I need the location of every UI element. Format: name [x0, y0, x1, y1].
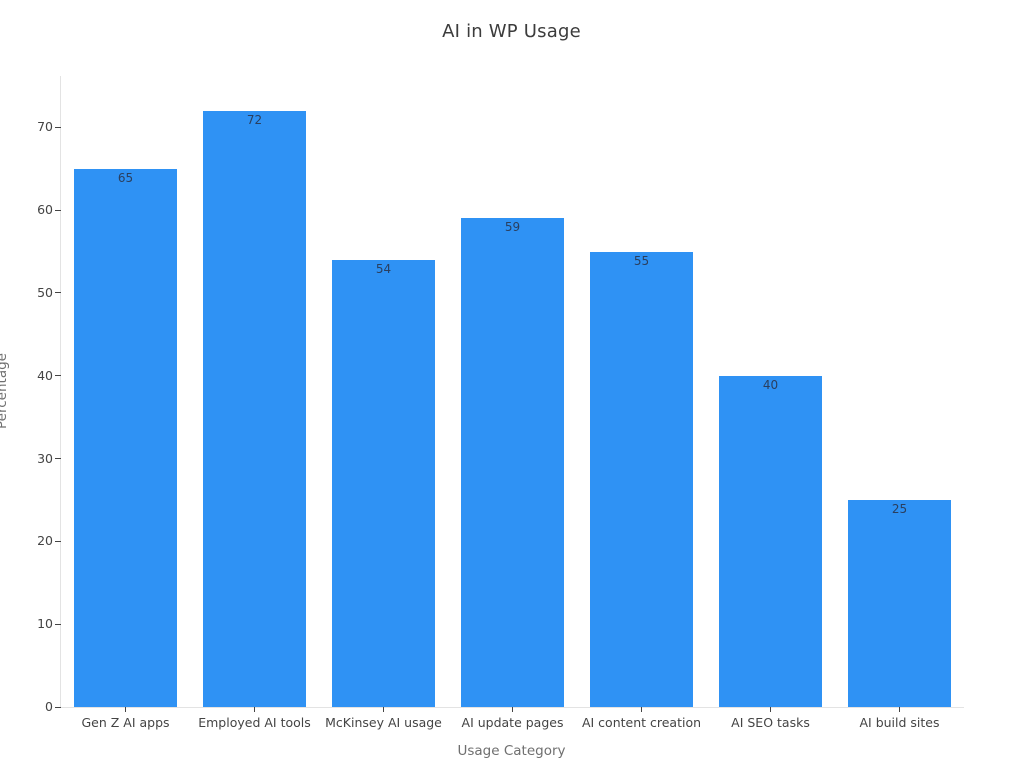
y-tick-mark [55, 292, 61, 294]
x-tick-label: McKinsey AI usage [325, 715, 442, 730]
bar: 65 [73, 168, 178, 707]
bar-value-label: 59 [504, 220, 521, 235]
y-tick-label: 10 [37, 615, 53, 631]
x-tick-mark [641, 707, 642, 712]
bar: 54 [331, 259, 436, 707]
x-tick-label: AI SEO tasks [731, 715, 810, 730]
y-tick-label: 50 [37, 284, 53, 300]
y-tick-label: 60 [37, 201, 53, 217]
bar-value-label: 72 [246, 112, 263, 127]
x-tick-mark [899, 707, 900, 712]
bar-value-label: 54 [375, 261, 392, 276]
bar: 55 [589, 251, 694, 707]
y-tick-mark [55, 375, 61, 377]
x-tick-mark [383, 707, 384, 712]
y-tick-mark [55, 706, 61, 708]
x-tick-label: AI content creation [581, 715, 702, 730]
bar: 40 [718, 375, 823, 707]
y-tick-label: 20 [37, 533, 53, 549]
x-tick-mark [254, 707, 255, 712]
x-axis-title: Usage Category [457, 743, 566, 759]
bar-value-label: 65 [117, 170, 134, 185]
x-tick-mark [770, 707, 771, 712]
plot-area: 0 10 20 30 40 50 60 70 65 Gen Z AI apps 72 Employed… [37, 76, 964, 729]
bar: 72 [202, 110, 307, 707]
x-tick-label: AI build sites [859, 715, 940, 730]
y-tick-mark [55, 209, 61, 211]
y-tick-label: 40 [37, 367, 53, 383]
y-tick-mark [55, 458, 61, 460]
x-tick-label: Gen Z AI apps [81, 715, 170, 730]
x-tick-mark [512, 707, 513, 712]
y-tick-label: 30 [37, 450, 53, 466]
chart-title: AI in WP Usage [442, 21, 581, 42]
bar-value-label: 55 [633, 253, 650, 268]
y-tick-mark [55, 623, 61, 625]
bar: 25 [847, 499, 952, 707]
bar: 59 [460, 218, 565, 707]
y-tick-label: 70 [37, 119, 53, 135]
y-tick-label: 0 [45, 698, 53, 714]
bar-value-label: 25 [891, 501, 908, 516]
y-axis-title: Percentage [0, 353, 10, 429]
y-tick-mark [55, 126, 61, 128]
x-tick-label: Employed AI tools [198, 715, 311, 730]
y-tick-mark [55, 540, 61, 542]
bar-value-label: 40 [762, 377, 779, 392]
x-tick-label: AI update pages [461, 715, 564, 730]
x-tick-mark [125, 707, 126, 712]
